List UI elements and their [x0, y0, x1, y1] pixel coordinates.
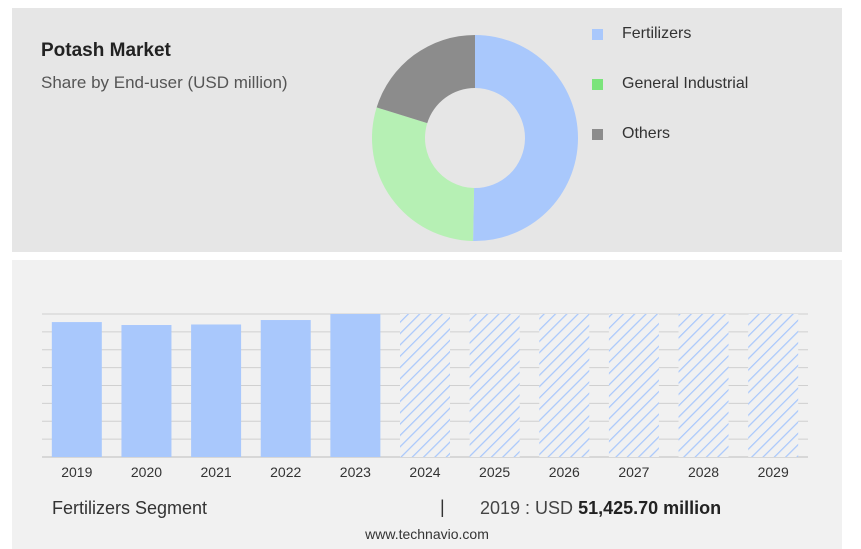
chart-title: Potash Market: [41, 40, 171, 61]
donut-chart: [372, 35, 578, 241]
footer-year-label: 2019 : USD: [480, 498, 574, 518]
bar-2029: [748, 314, 799, 457]
bar-2026: [539, 314, 590, 457]
x-tick-label: 2020: [131, 464, 162, 480]
donut-panel: Potash Market Share by End-user (USD mil…: [12, 8, 842, 252]
footer-amount: 51,425.70 million: [578, 498, 722, 518]
bar-2019: [51, 322, 102, 457]
bar-2025: [469, 314, 520, 457]
x-tick-label: 2029: [758, 464, 789, 480]
chart-subtitle: Share by End-user (USD million): [41, 73, 288, 92]
bar-2027: [608, 314, 659, 457]
legend-label: Others: [622, 125, 671, 142]
x-tick-label: 2023: [340, 464, 371, 480]
legend-swatch: [592, 78, 603, 90]
bar-2028: [678, 314, 729, 457]
footer-separator: |: [440, 497, 445, 517]
legend-label: General Industrial: [622, 75, 749, 92]
bar-2021: [191, 324, 242, 457]
footer-source: www.technavio.com: [365, 526, 489, 542]
donut-slice-others: [376, 35, 475, 124]
legend-item-fertilizers: Fertilizers: [592, 24, 748, 44]
legend-label: Fertilizers: [622, 25, 692, 42]
legend-item-others: Others: [592, 124, 748, 144]
x-tick-label: 2021: [201, 464, 232, 480]
x-tick-label: 2024: [409, 464, 440, 480]
bar-2020: [121, 325, 172, 457]
legend-swatch: [592, 28, 603, 40]
x-tick-label: 2019: [61, 464, 92, 480]
bar-2023: [330, 314, 381, 457]
donut-slice-fertilizers: [473, 35, 578, 241]
legend-swatch: [592, 128, 603, 140]
bar-2024: [400, 314, 450, 457]
footer-segment: Fertilizers Segment: [52, 498, 208, 518]
x-tick-label: 2025: [479, 464, 510, 480]
x-tick-label: 2022: [270, 464, 301, 480]
chart-card: Potash Market Share by End-user (USD mil…: [12, 8, 842, 549]
bar-2022: [260, 320, 311, 457]
legend: Fertilizers General Industrial Others: [592, 24, 748, 174]
legend-item-general-industrial: General Industrial: [592, 74, 748, 94]
bar-chart: 2019 2020 2021 2022 2023 2024 2025 2026 2027 2028…: [42, 313, 808, 480]
footer-value: 2019 : USD 51,425.70 million: [480, 498, 721, 519]
x-tick-label: 2027: [618, 464, 649, 480]
x-tick-label: 2028: [688, 464, 719, 480]
x-tick-label: 2026: [549, 464, 580, 480]
donut-slice-general-industrial: [372, 107, 475, 241]
